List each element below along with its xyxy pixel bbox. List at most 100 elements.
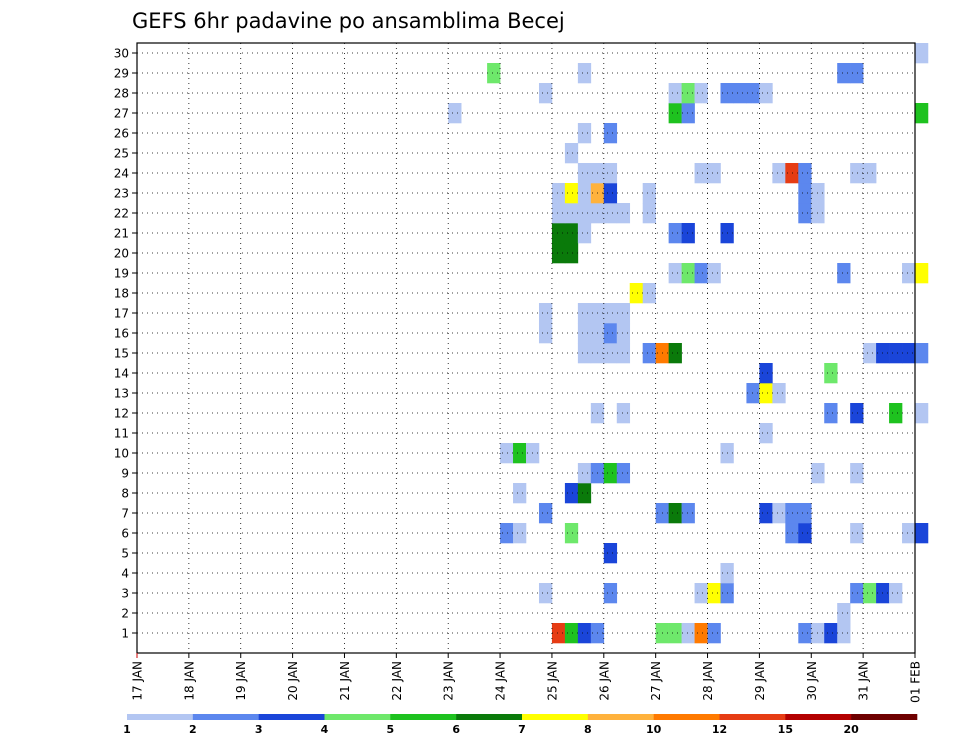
y-tick-label: 26 <box>114 127 129 141</box>
x-tick-label: 29 JAN <box>753 661 767 701</box>
x-tick-label: 27 JAN <box>649 661 663 701</box>
chart-title: GEFS 6hr padavine po ansamblima Becej <box>132 9 565 33</box>
precip-cell <box>513 523 527 544</box>
precip-cell <box>577 303 592 324</box>
precip-cell <box>850 63 864 84</box>
y-tick-label: 21 <box>114 227 129 241</box>
precip-cell <box>500 443 514 464</box>
precip-cell <box>889 403 903 424</box>
x-axis: 17 JAN 18 JAN 19 JAN 20 JAN 21 JAN 22 JAN 23 J… <box>131 653 923 703</box>
precip-cell <box>746 383 760 404</box>
cells-layer <box>448 43 929 644</box>
legend-swatch <box>456 714 523 720</box>
y-tick-label: 27 <box>114 107 129 121</box>
legend-label: 3 <box>255 723 263 736</box>
precip-cell <box>837 63 851 84</box>
precip-cell <box>915 343 929 364</box>
precip-cell <box>850 583 864 604</box>
y-tick-label: 22 <box>114 207 129 221</box>
precip-cell <box>500 523 514 544</box>
precip-cell <box>603 543 618 564</box>
precip-cell <box>668 503 682 524</box>
y-tick-label: 29 <box>114 67 129 81</box>
precip-cell <box>603 463 618 484</box>
y-tick-label: 5 <box>121 547 129 561</box>
precip-cell <box>798 523 812 544</box>
precip-cell <box>668 263 682 284</box>
plot-frame <box>136 42 916 654</box>
y-tick-label: 24 <box>114 167 129 181</box>
legend-label: 7 <box>518 723 526 736</box>
precip-cell <box>564 623 579 644</box>
precip-cell <box>603 123 618 144</box>
precip-cell <box>642 183 656 204</box>
legend-swatch <box>324 714 391 720</box>
precip-cell <box>759 363 773 384</box>
precip-cell <box>824 363 838 384</box>
legend-label: 8 <box>584 723 592 736</box>
precip-cell <box>863 163 877 184</box>
precip-cell <box>681 103 695 124</box>
precip-cell <box>850 163 864 184</box>
x-tick-label: 17 JAN <box>131 661 145 701</box>
x-tick-label: 26 JAN <box>597 661 611 701</box>
precip-cell <box>642 343 656 364</box>
y-tick-label: 17 <box>114 307 129 321</box>
precip-cell <box>577 203 592 224</box>
legend-swatch <box>653 714 720 720</box>
y-tick-label: 16 <box>114 327 129 341</box>
precip-cell <box>915 263 929 284</box>
precip-cell <box>798 183 812 204</box>
precip-cell <box>538 323 553 344</box>
precip-cell <box>668 103 682 124</box>
y-tick-label: 12 <box>114 407 129 421</box>
x-tick-label: 18 JAN <box>182 661 196 701</box>
legend-swatch <box>192 714 259 720</box>
y-tick-label: 20 <box>114 247 129 261</box>
precip-cell <box>603 323 618 344</box>
precip-cell <box>668 343 682 364</box>
y-tick-label: 10 <box>114 447 129 461</box>
precip-cell <box>577 483 592 504</box>
y-tick-label: 3 <box>121 587 129 601</box>
y-tick-label: 19 <box>114 267 129 281</box>
precip-cell <box>707 163 721 184</box>
precip-cell <box>668 83 682 104</box>
precip-cell <box>564 223 579 244</box>
legend-swatch <box>390 714 457 720</box>
precip-cell <box>668 223 682 244</box>
precip-cell <box>513 443 527 464</box>
y-tick-label: 13 <box>114 387 129 401</box>
precip-cell <box>681 263 695 284</box>
precip-cell <box>707 623 721 644</box>
precip-cell <box>824 623 838 644</box>
precip-cell <box>694 163 708 184</box>
precip-cell <box>629 283 643 304</box>
precip-cell <box>642 203 656 224</box>
precip-cell <box>577 183 592 204</box>
precip-cell <box>902 523 916 544</box>
legend-swatch <box>522 714 589 720</box>
precip-cell <box>889 343 903 364</box>
precip-cell <box>681 223 695 244</box>
precip-cell <box>798 163 812 184</box>
precip-cell <box>785 503 799 524</box>
precip-cell <box>915 43 929 64</box>
legend-swatch <box>785 714 852 720</box>
precip-cell <box>551 623 566 644</box>
y-tick-label: 15 <box>114 347 129 361</box>
y-tick-label: 25 <box>114 147 129 161</box>
precip-cell <box>746 83 760 104</box>
x-tick-label: 22 JAN <box>390 661 404 701</box>
precip-cell <box>915 523 929 544</box>
precip-cell <box>603 203 618 224</box>
precip-cell <box>759 423 773 444</box>
legend-label: 5 <box>387 723 395 736</box>
y-tick-label: 9 <box>121 467 129 481</box>
precip-cell <box>577 623 592 644</box>
y-tick-label: 1 <box>121 627 129 641</box>
precip-cell <box>681 83 695 104</box>
x-tick-label: 23 JAN <box>442 661 456 701</box>
precip-cell <box>616 323 631 344</box>
y-tick-label: 23 <box>114 187 129 201</box>
